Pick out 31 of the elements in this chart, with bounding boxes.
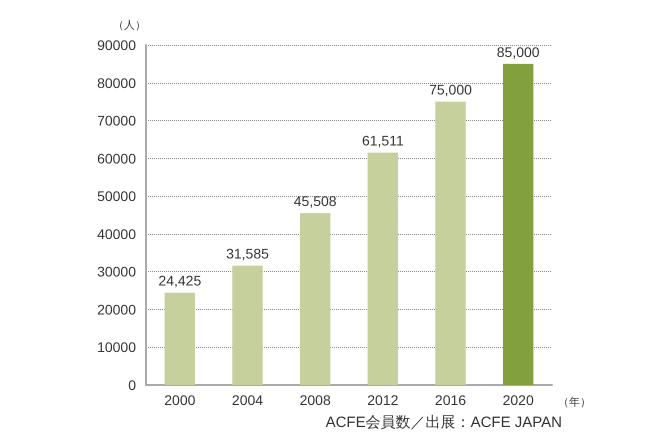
y-tick-label: 70000 bbox=[97, 112, 136, 129]
y-tick-label: 20000 bbox=[97, 301, 136, 318]
bar bbox=[502, 64, 534, 385]
y-tick-label: 40000 bbox=[97, 226, 136, 242]
data-label: 85,000 bbox=[496, 44, 540, 60]
data-label: 45,508 bbox=[294, 193, 337, 210]
x-axis-title: （年） bbox=[558, 396, 591, 408]
x-tick-label: 2016 bbox=[434, 392, 466, 408]
bar bbox=[368, 152, 398, 385]
x-tick-label: 2020 bbox=[502, 392, 534, 408]
bar bbox=[300, 213, 330, 385]
x-tick-label: 2008 bbox=[300, 392, 331, 408]
y-tick-label: 30000 bbox=[97, 264, 136, 280]
y-tick-label: 10000 bbox=[97, 339, 136, 356]
data-label: 75,000 bbox=[429, 82, 472, 98]
data-label: 24,425 bbox=[158, 272, 202, 289]
y-tick-label: 50000 bbox=[97, 188, 136, 204]
text: ACFE会員数／出展：ACFE JAPAN bbox=[326, 414, 562, 431]
x-tick-label: 2012 bbox=[367, 392, 399, 408]
y-tick-label: 90000 bbox=[97, 37, 136, 53]
x-tick-label: 2004 bbox=[232, 392, 264, 408]
bar bbox=[232, 266, 263, 385]
y-tick-label: 80000 bbox=[97, 74, 136, 91]
y-tick-label: 0 bbox=[128, 377, 136, 393]
bar bbox=[435, 102, 466, 385]
data-label: 31,585 bbox=[226, 246, 270, 262]
data-label: 61,511 bbox=[362, 132, 404, 149]
bar bbox=[164, 292, 196, 385]
x-tick-label: 2000 bbox=[164, 392, 196, 408]
y-tick-label: 60000 bbox=[97, 150, 136, 166]
y-axis-title: （人） bbox=[113, 20, 146, 32]
